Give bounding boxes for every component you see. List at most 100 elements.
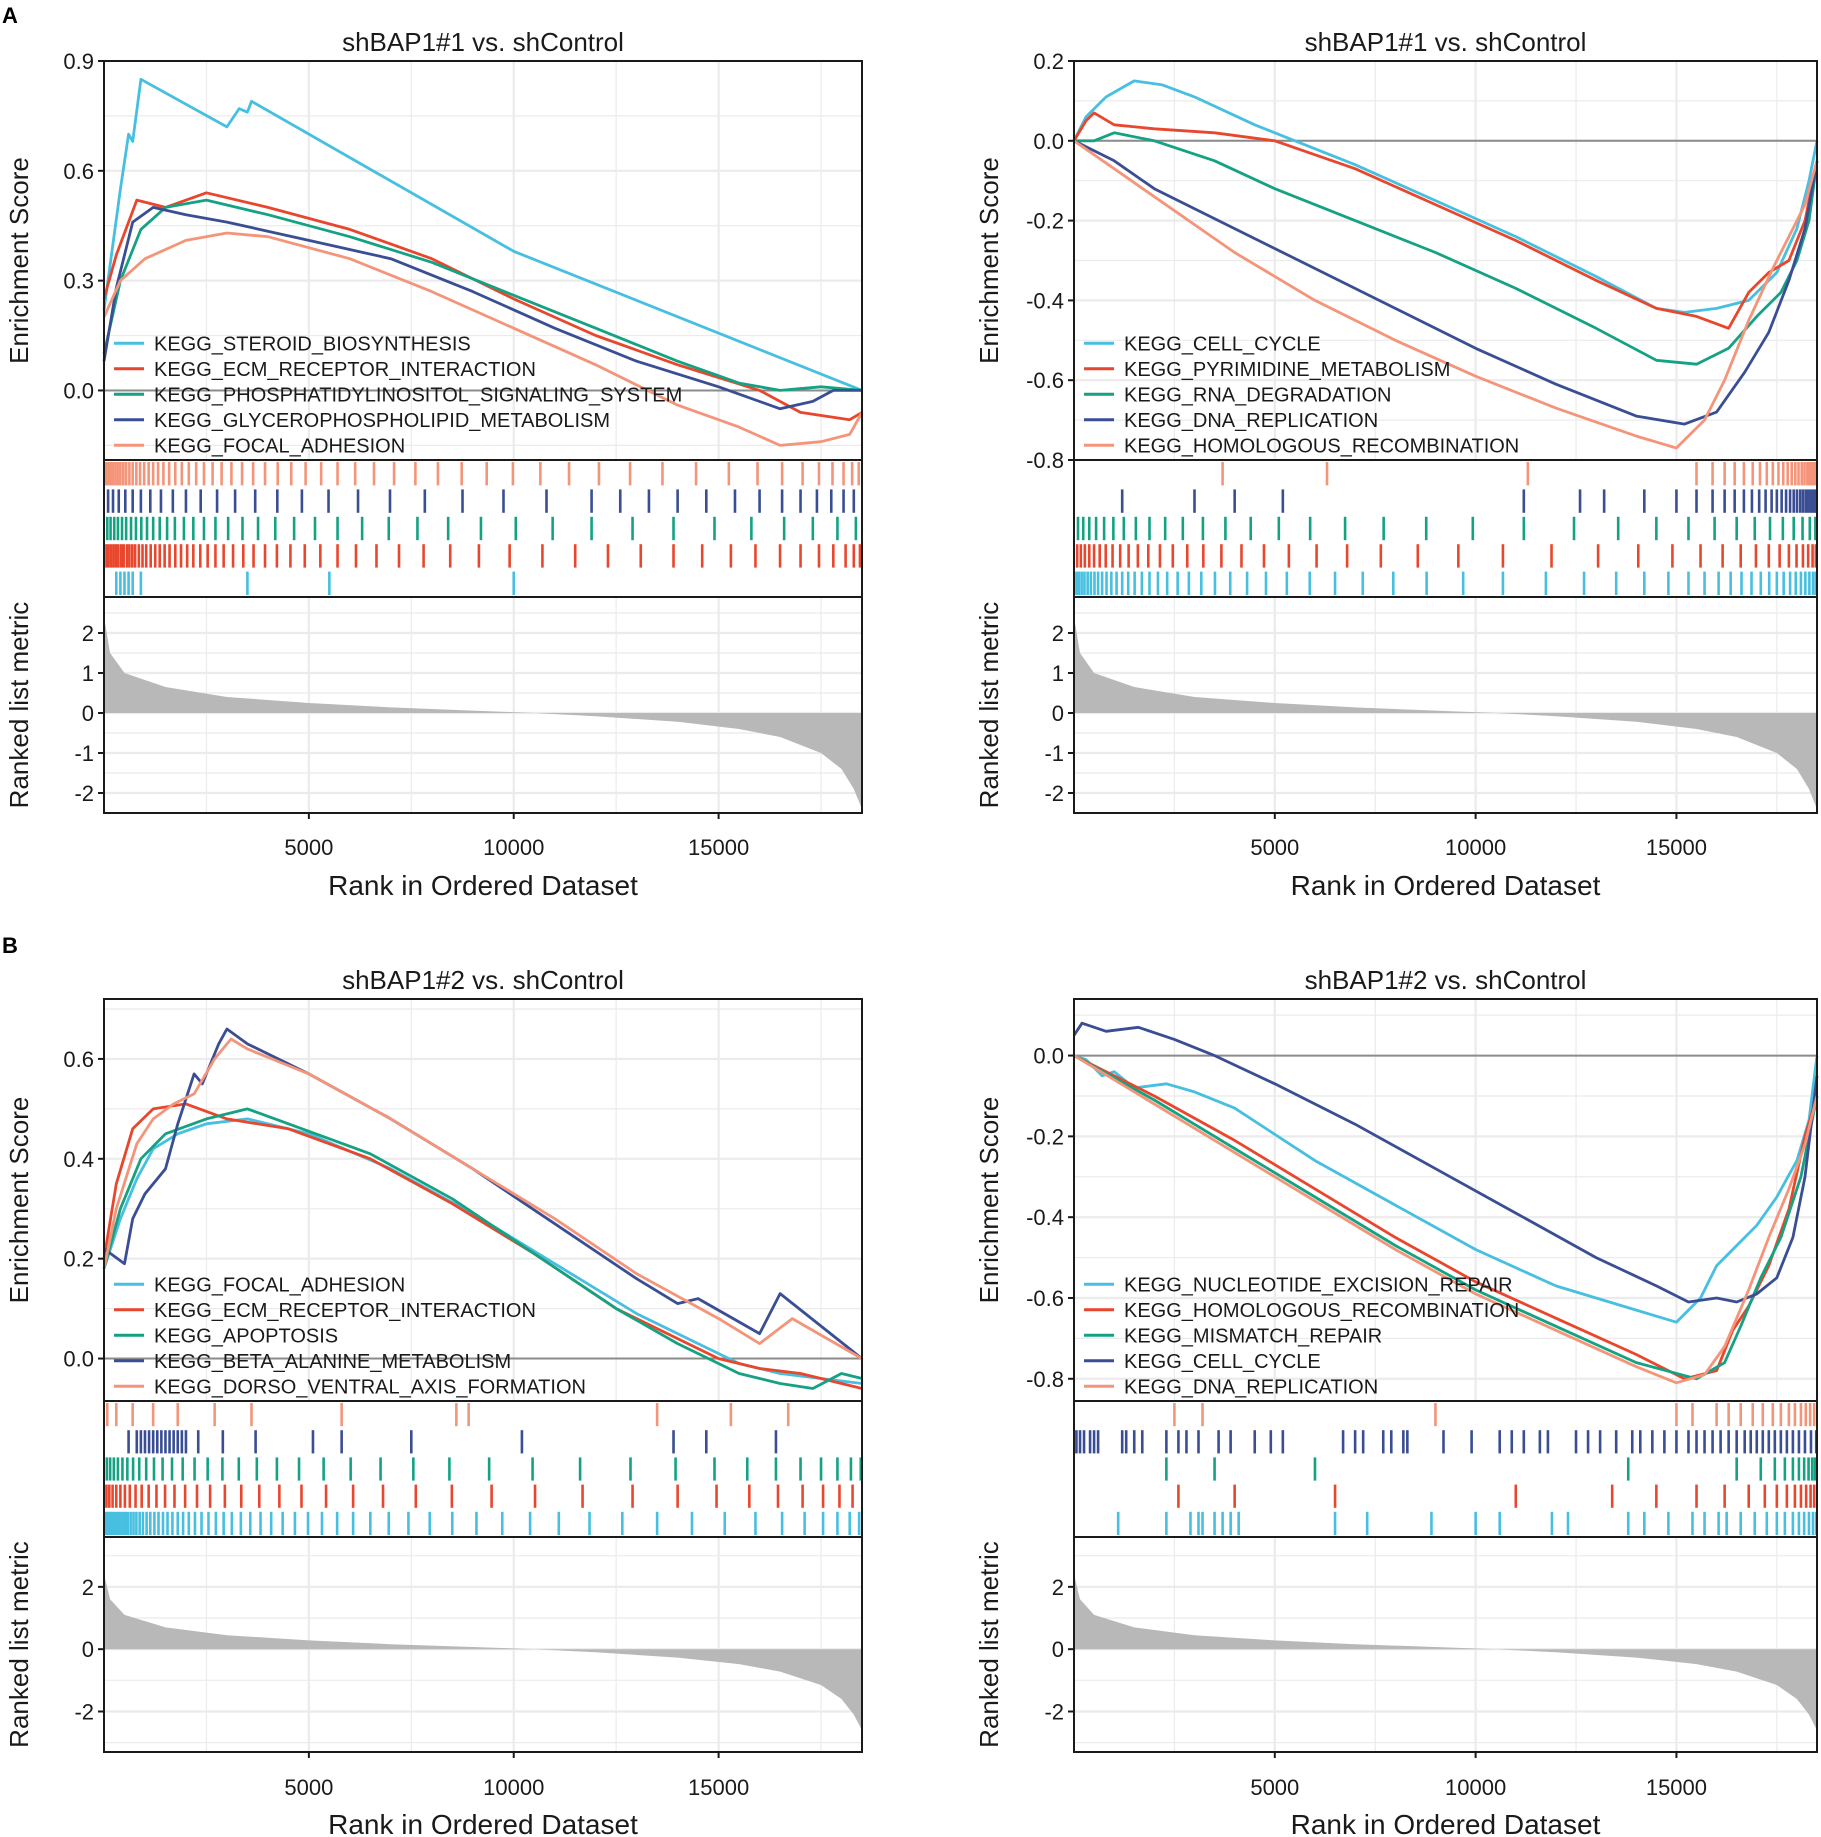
x-tick-label: 5000 [1250, 1775, 1299, 1800]
metric-y-tick-label: 0 [1052, 701, 1064, 726]
panel-label-b: B [2, 933, 18, 958]
metric-y-tick-label: 2 [82, 621, 94, 646]
metric-axis-title: Ranked list metric [4, 602, 34, 809]
chart-title: shBAP1#2 vs. shControl [1305, 965, 1587, 995]
legend-label: KEGG_ECM_RECEPTOR_INTERACTION [154, 1300, 536, 1322]
y-tick-label: 0.6 [63, 1047, 94, 1072]
x-axis-title: Rank in Ordered Dataset [328, 870, 638, 901]
x-tick-label: 10000 [483, 1775, 544, 1800]
metric-y-tick-label: 0 [82, 1637, 94, 1662]
legend-label: KEGG_DORSO_VENTRAL_AXIS_FORMATION [154, 1376, 586, 1398]
metric-y-tick-label: 2 [1052, 621, 1064, 646]
y-axis-title: Enrichment Score [4, 157, 34, 364]
metric-frame [103, 1536, 863, 1753]
legend-label: KEGG_ECM_RECEPTOR_INTERACTION [154, 359, 536, 381]
legend-label: KEGG_RNA_DEGRADATION [1124, 384, 1391, 406]
metric-y-tick-label: 2 [1052, 1575, 1064, 1600]
y-axis-title: Enrichment Score [974, 1097, 1004, 1304]
metric-axis-title: Ranked list metric [974, 602, 1004, 809]
legend-label: KEGG_DNA_REPLICATION [1124, 1376, 1378, 1398]
legend-label: KEGG_CELL_CYCLE [1124, 333, 1321, 355]
legend-label: KEGG_APOPTOSIS [154, 1325, 338, 1347]
metric-y-tick-label: 0 [1052, 1637, 1064, 1662]
x-tick-label: 10000 [483, 835, 544, 860]
metric-y-tick-label: 1 [82, 661, 94, 686]
y-tick-label: -0.2 [1026, 209, 1064, 234]
hits-frame [103, 459, 863, 598]
ranked-metric-area [1074, 617, 1817, 809]
ranked-metric-area [104, 617, 862, 809]
es-line [1072, 1021, 1819, 1304]
chart-title: shBAP1#1 vs. shControl [342, 27, 624, 57]
ranked-metric-area [104, 1574, 862, 1731]
es-line [1072, 111, 1819, 330]
es-line [102, 77, 863, 392]
legend-label: KEGG_NUCLEOTIDE_EXCISION_REPAIR [1124, 1274, 1513, 1296]
metric-y-tick-label: -2 [1044, 1699, 1064, 1724]
y-tick-label: 0.9 [63, 49, 94, 74]
es-line [1074, 131, 1819, 366]
es-line [1072, 79, 1819, 314]
metric-y-tick-label: -2 [1044, 781, 1064, 806]
legend-label: KEGG_MISMATCH_REPAIR [1124, 1325, 1382, 1347]
es-line [102, 191, 863, 422]
legend-label: KEGG_GLYCEROPHOSPHOLIPID_METABOLISM [154, 410, 610, 432]
y-tick-label: 0.0 [63, 1347, 94, 1372]
gsea-panel-4: KEGG_NUCLEOTIDE_EXCISION_REPAIR KEGG_HOMO… [974, 965, 1819, 1837]
y-tick-label: -0.6 [1026, 368, 1064, 393]
es-line [102, 1102, 863, 1390]
es-line [102, 1037, 863, 1360]
metric-axis-title: Ranked list metric [974, 1541, 1004, 1748]
gsea-panel-3: KEGG_FOCAL_ADHESION KEGG_ECM_RECEPTOR_INT… [4, 965, 863, 1837]
y-tick-label: 0.0 [63, 378, 94, 403]
y-tick-label: -0.4 [1026, 1205, 1064, 1230]
y-tick-label: 0.4 [63, 1147, 94, 1172]
es-line [102, 198, 863, 392]
legend-label: KEGG_DNA_REPLICATION [1124, 410, 1378, 432]
y-tick-label: 0.6 [63, 159, 94, 184]
y-tick-label: -0.8 [1026, 448, 1064, 473]
y-tick-label: 0.2 [63, 1247, 94, 1272]
y-axis-title: Enrichment Score [974, 157, 1004, 364]
metric-y-tick-label: 2 [82, 1575, 94, 1600]
chart-title: shBAP1#2 vs. shControl [342, 965, 624, 995]
metric-frame [103, 596, 863, 814]
es-line [103, 1027, 863, 1360]
legend-label: KEGG_PYRIMIDINE_METABOLISM [1124, 359, 1450, 381]
es-line [1073, 1054, 1819, 1381]
es-line [102, 1107, 863, 1390]
es-line [1073, 1054, 1819, 1381]
es-line [102, 231, 864, 447]
metric-axis-title: Ranked list metric [4, 1541, 34, 1748]
legend-label: KEGG_FOCAL_ADHESION [154, 1274, 405, 1296]
ranked-metric-area [1074, 1574, 1817, 1731]
metric-y-tick-label: 1 [1052, 661, 1064, 686]
x-tick-label: 15000 [688, 1775, 749, 1800]
y-tick-label: 0.3 [63, 269, 94, 294]
y-tick-label: 0.0 [1033, 129, 1064, 154]
legend-label: KEGG_FOCAL_ADHESION [154, 435, 405, 457]
metric-y-tick-label: -1 [1044, 741, 1064, 766]
metric-y-tick-label: -2 [74, 781, 94, 806]
es-line [1073, 139, 1819, 450]
legend-label: KEGG_BETA_ALANINE_METABOLISM [154, 1351, 511, 1373]
legend-label: KEGG_HOMOLOGOUS_RECOMBINATION [1124, 435, 1519, 457]
x-tick-label: 15000 [1646, 1775, 1707, 1800]
x-axis-title: Rank in Ordered Dataset [1291, 870, 1601, 901]
gsea-panel-1: KEGG_STEROID_BIOSYNTHESIS KEGG_ECM_RECEPT… [4, 27, 864, 901]
gsea-panel-2: KEGG_CELL_CYCLE KEGG_PYRIMIDINE_METABOLIS… [974, 27, 1819, 901]
es-line [1073, 139, 1819, 426]
metric-frame [1073, 1536, 1818, 1753]
x-tick-label: 5000 [1250, 835, 1299, 860]
x-tick-label: 10000 [1445, 835, 1506, 860]
legend-label: KEGG_PHOSPHATIDYLINOSITOL_SIGNALING_SYST… [154, 384, 682, 406]
x-tick-label: 5000 [284, 835, 333, 860]
x-axis-title: Rank in Ordered Dataset [1291, 1809, 1601, 1837]
x-axis-title: Rank in Ordered Dataset [328, 1809, 638, 1837]
y-tick-label: -0.6 [1026, 1286, 1064, 1311]
metric-frame [1073, 596, 1818, 814]
x-tick-label: 5000 [284, 1775, 333, 1800]
x-tick-label: 10000 [1445, 1775, 1506, 1800]
